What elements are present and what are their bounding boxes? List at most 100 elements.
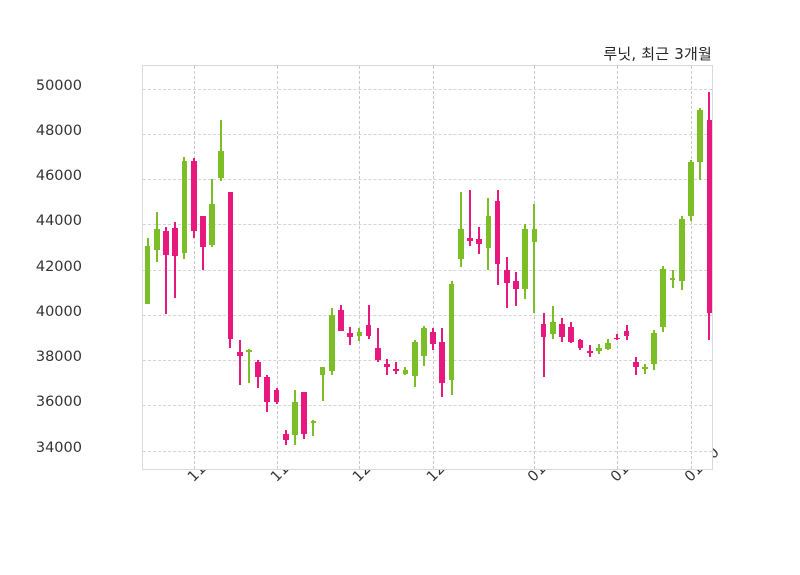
gridline-vertical — [690, 66, 692, 469]
candle-body — [365, 325, 372, 337]
y-axis-tick-label: 42000 — [35, 258, 82, 275]
candle-body — [209, 204, 215, 245]
y-axis-tick-label: 50000 — [35, 77, 82, 94]
gridline-horizontal — [143, 133, 712, 135]
candle-body — [301, 391, 308, 434]
candle-body — [651, 332, 657, 364]
gridline-vertical — [193, 66, 195, 469]
candle-body — [319, 366, 326, 375]
candle-wick — [165, 226, 168, 314]
candle-body — [513, 280, 519, 289]
candle-body — [669, 277, 676, 280]
y-axis-tick-label: 40000 — [35, 303, 82, 320]
candle-body — [227, 191, 234, 339]
candle-wick — [312, 420, 315, 436]
candle-body — [614, 337, 621, 340]
gridline-vertical — [617, 66, 619, 469]
candle-body — [586, 351, 593, 353]
candle-wick — [220, 120, 223, 182]
gridline-horizontal — [143, 405, 712, 407]
candle-body — [273, 389, 280, 402]
candle-body — [255, 362, 261, 378]
candle-body — [697, 110, 704, 163]
candle-body — [181, 161, 188, 253]
candle-body — [531, 228, 538, 243]
candle-body — [200, 216, 206, 247]
candle-body — [632, 362, 639, 367]
candle-body — [393, 369, 400, 372]
candle-body — [144, 245, 151, 304]
candle-wick — [616, 334, 619, 340]
gridline-horizontal — [143, 314, 712, 316]
candle-body — [384, 363, 390, 367]
y-axis-tick-label: 38000 — [35, 349, 82, 366]
candle-body — [172, 227, 179, 257]
candle-wick — [174, 222, 177, 298]
candle-body — [347, 332, 354, 338]
candle-body — [642, 366, 648, 369]
candle-body — [328, 314, 335, 372]
candle-body — [577, 339, 584, 348]
y-axis-tick-label: 44000 — [35, 213, 82, 230]
candle-wick — [376, 328, 379, 363]
candle-body — [467, 237, 473, 242]
candle-wick — [321, 368, 324, 401]
candle-wick — [247, 348, 250, 383]
gridline-horizontal — [143, 450, 712, 452]
candle-wick — [386, 359, 389, 375]
candle-body — [338, 310, 344, 331]
candle-body — [706, 120, 712, 313]
candle-body — [688, 162, 694, 217]
candle-body — [485, 216, 492, 249]
gridline-vertical — [276, 66, 278, 469]
candle-body — [264, 377, 271, 402]
candle-body — [218, 150, 225, 178]
y-axis-tick-label: 34000 — [35, 439, 82, 456]
gridline-horizontal — [143, 224, 712, 226]
candle-body — [282, 433, 289, 441]
gridline-vertical — [359, 66, 361, 469]
candle-body — [596, 347, 602, 352]
candle-wick — [395, 362, 398, 374]
plot-inner — [143, 66, 712, 469]
candle-body — [421, 328, 427, 356]
candle-body — [246, 349, 252, 353]
candle-wick — [468, 190, 471, 246]
candle-body — [660, 268, 667, 328]
y-axis-tick-label: 46000 — [35, 168, 82, 185]
candle-wick — [367, 304, 370, 339]
candle-body — [411, 342, 418, 376]
candle-wick — [533, 204, 536, 313]
gridline-horizontal — [143, 88, 712, 90]
candle-body — [448, 284, 455, 381]
y-axis-tick-label: 36000 — [35, 394, 82, 411]
candle-body — [549, 321, 556, 335]
candle-body — [310, 421, 317, 424]
candle-body — [503, 269, 510, 284]
candle-body — [457, 228, 464, 260]
candle-body — [190, 161, 197, 232]
candle-body — [476, 239, 482, 244]
candle-body — [605, 343, 611, 349]
gridline-horizontal — [143, 269, 712, 271]
candle-body — [678, 218, 685, 281]
gridline-horizontal — [143, 179, 712, 181]
plot-area — [142, 65, 713, 470]
chart-title: 루닛, 최근 3개월 — [603, 45, 712, 63]
candle-body — [522, 228, 529, 289]
candle-wick — [643, 363, 646, 374]
candle-body — [559, 323, 565, 338]
candle-body — [568, 327, 575, 343]
gridline-vertical — [433, 66, 435, 469]
candle-wick — [238, 339, 241, 386]
candle-body — [402, 370, 409, 374]
candle-wick — [542, 312, 545, 378]
candle-body — [374, 347, 381, 361]
candle-body — [439, 342, 446, 383]
candle-body — [494, 200, 501, 264]
candle-body — [163, 231, 169, 255]
candle-body — [623, 330, 630, 337]
candle-body — [540, 323, 547, 338]
candle-wick — [514, 271, 517, 306]
